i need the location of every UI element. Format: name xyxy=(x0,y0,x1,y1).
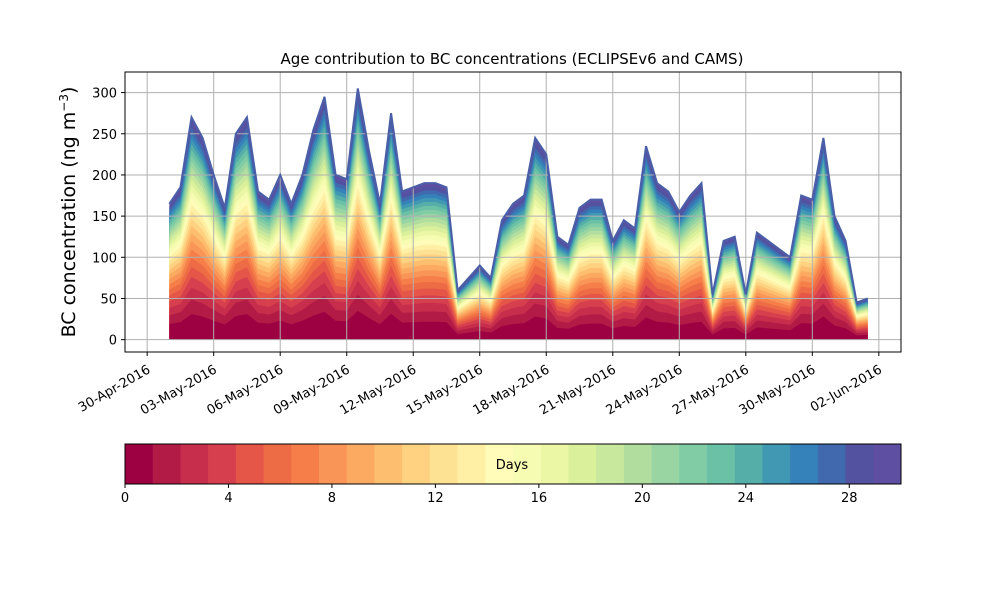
colorbar-cell xyxy=(374,444,403,484)
y-axis-label-superscript: −3 xyxy=(57,94,71,112)
y-tick-label: 200 xyxy=(92,169,117,184)
age-contribution-areas xyxy=(169,88,868,340)
colorbar-cell xyxy=(263,444,292,484)
colorbar-cell xyxy=(651,444,680,484)
colorbar-cell xyxy=(790,444,819,484)
colorbar-ticks: 0 4 8 12 16 20 24 28 xyxy=(121,484,858,506)
y-tick-label: 50 xyxy=(100,292,117,307)
colorbar-cell xyxy=(152,444,181,484)
colorbar-cell xyxy=(762,444,791,484)
colorbar-cell xyxy=(125,444,154,484)
colorbar-cell xyxy=(707,444,736,484)
colorbar-cell xyxy=(346,444,375,484)
age-layer-area xyxy=(169,310,868,340)
y-axis-label-main: BC concentration (ng m xyxy=(58,112,80,338)
colorbar-tick-label: 0 xyxy=(121,491,129,506)
grid-lines xyxy=(125,72,901,352)
colorbar-frame xyxy=(124,443,902,485)
colorbar-label: Days xyxy=(496,458,529,473)
y-tick-label: 0 xyxy=(109,334,117,349)
colorbar: Days 0 4 8 12 16 20 24 28 xyxy=(121,443,902,506)
colorbar-tick-label: 8 xyxy=(328,491,336,506)
colorbar-tick-label: 28 xyxy=(841,491,858,506)
colorbar-cell xyxy=(845,444,874,484)
colorbar-cell xyxy=(623,444,653,484)
colorbar-cell xyxy=(180,444,209,484)
colorbar-cell xyxy=(319,444,348,484)
colorbar-cell xyxy=(540,444,569,484)
colorbar-cell xyxy=(485,444,514,484)
colorbar-cell xyxy=(873,444,902,484)
y-tick-label: 150 xyxy=(92,210,117,225)
colorbar-cell xyxy=(679,444,708,484)
chart-title: Age contribution to BC concentrations (E… xyxy=(281,50,744,68)
plot-area xyxy=(124,71,902,353)
y-tick-label: 300 xyxy=(92,87,117,102)
colorbar-cell xyxy=(208,444,237,484)
colorbar-cell xyxy=(596,444,625,484)
colorbar-cell xyxy=(513,444,542,484)
plot-frame xyxy=(124,71,902,353)
colorbar-cell xyxy=(235,444,265,484)
colorbar-cells xyxy=(125,444,902,484)
colorbar-tick-label: 20 xyxy=(634,491,651,506)
colorbar-cell xyxy=(291,444,320,484)
y-axis-label: BC concentration (ng m−3) xyxy=(57,87,80,338)
colorbar-cell xyxy=(402,444,431,484)
y-axis-label-close: ) xyxy=(58,87,80,94)
y-axis: 0 50 100 150 200 250 300 xyxy=(92,87,125,349)
colorbar-cell xyxy=(429,444,459,484)
colorbar-tick-label: 12 xyxy=(427,491,444,506)
colorbar-cell xyxy=(817,444,847,484)
colorbar-tick-label: 4 xyxy=(224,491,232,506)
total-concentration-line xyxy=(168,88,869,304)
colorbar-cell xyxy=(734,444,763,484)
colorbar-tick-label: 16 xyxy=(531,491,548,506)
colorbar-cell xyxy=(568,444,597,484)
y-tick-label: 250 xyxy=(92,128,117,143)
y-tick-label: 100 xyxy=(92,251,117,266)
colorbar-tick-label: 24 xyxy=(738,491,755,506)
colorbar-cell xyxy=(457,444,486,484)
